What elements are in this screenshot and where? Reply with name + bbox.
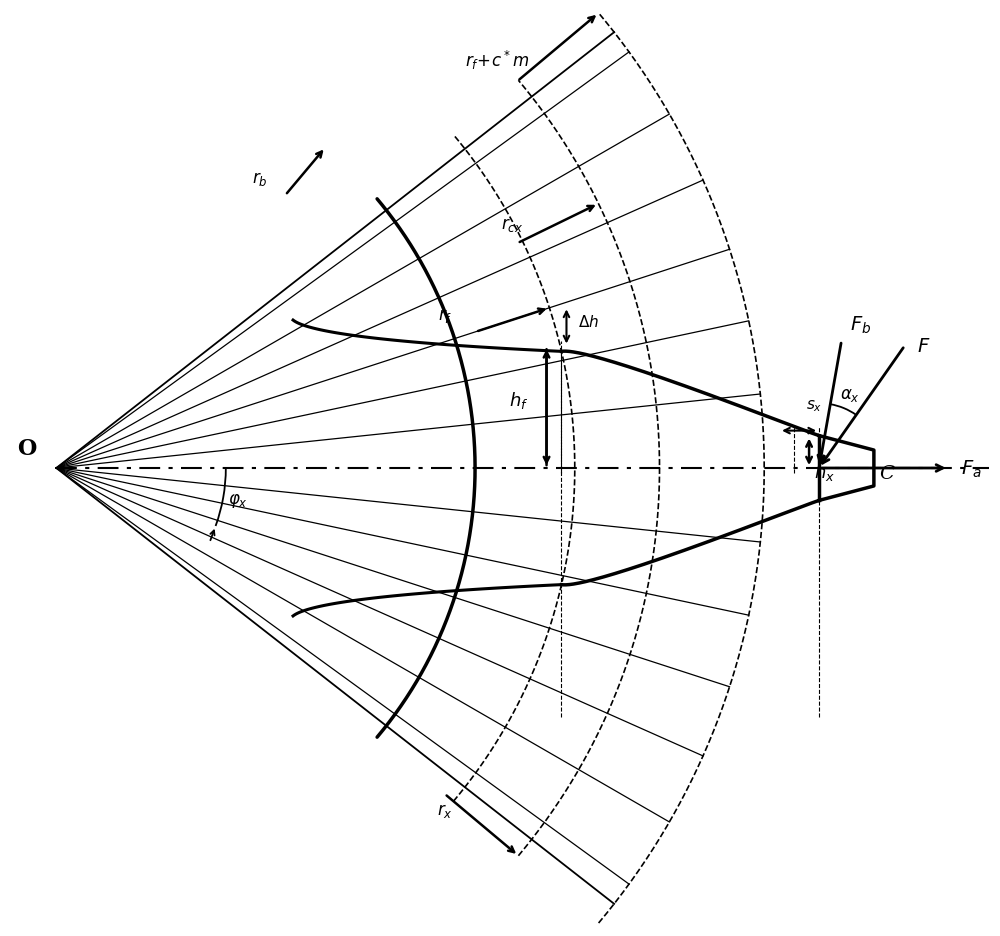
- Text: $r_x$: $r_x$: [437, 801, 452, 819]
- Text: C: C: [879, 464, 894, 482]
- Text: $\Delta h$: $\Delta h$: [578, 314, 599, 330]
- Text: $h_x$: $h_x$: [814, 461, 835, 483]
- Text: $F_a$: $F_a$: [961, 458, 981, 479]
- Text: $F_b$: $F_b$: [850, 314, 871, 336]
- Text: O: O: [17, 438, 36, 460]
- Text: $\alpha_x$: $\alpha_x$: [840, 386, 860, 403]
- Text: $r_f\!+\!c^*m$: $r_f\!+\!c^*m$: [465, 49, 529, 72]
- Text: $h_f$: $h_f$: [509, 389, 529, 411]
- Text: $\varphi_x$: $\varphi_x$: [228, 491, 248, 509]
- Text: $s_x$: $s_x$: [806, 398, 822, 413]
- Text: $r_{cx}$: $r_{cx}$: [501, 216, 523, 234]
- Text: $F$: $F$: [917, 337, 930, 356]
- Text: $r_f$: $r_f$: [438, 306, 453, 325]
- Text: $r_b$: $r_b$: [252, 170, 268, 188]
